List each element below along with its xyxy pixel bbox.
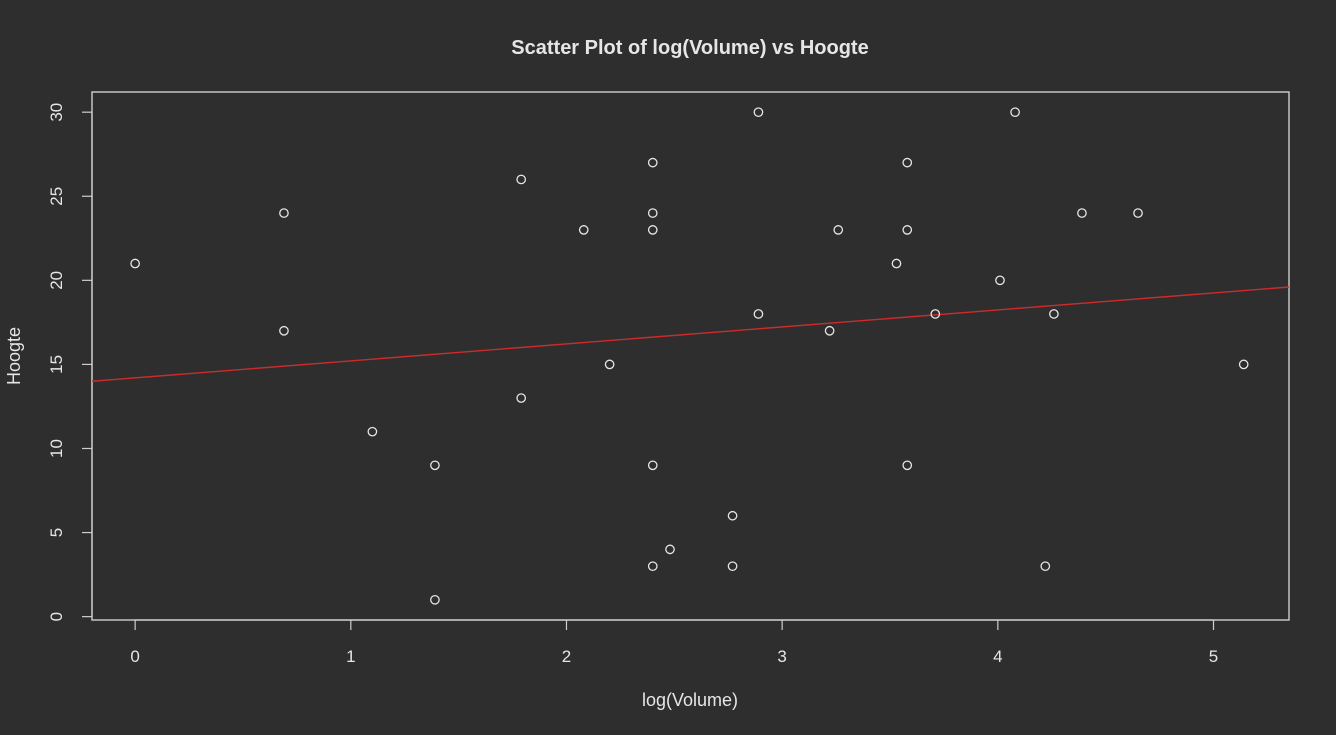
y-tick-label: 15 [47,355,66,374]
x-tick-label: 3 [777,647,786,666]
data-point [1010,107,1020,118]
data-point [647,225,658,235]
data-point [430,460,440,471]
data-point [647,208,658,218]
data-point [824,325,835,336]
data-point [891,258,902,269]
data-point [665,544,675,555]
x-tick-label: 5 [1209,647,1218,666]
data-point [647,460,658,471]
y-tick-label: 5 [47,528,66,537]
data-point [516,393,527,403]
x-axis: 0 1 2 3 4 5 [130,619,1218,666]
data-point [995,275,1005,286]
data-point [1040,561,1051,572]
data-point [367,426,378,437]
data-point [727,510,738,521]
data-point [647,561,658,572]
data-point [604,359,615,370]
data-point [430,594,440,605]
y-tick-label: 10 [47,439,66,458]
data-point [902,157,913,168]
data-points [130,107,1249,605]
y-tick-label: 0 [47,612,66,621]
regression-line [91,286,1290,382]
x-tick-label: 1 [346,647,355,666]
data-point [753,107,764,118]
x-tick-label: 0 [130,647,139,666]
y-tick-label: 30 [47,103,66,122]
data-point [727,561,738,572]
data-point [279,208,289,218]
y-axis-label: Hoogte [4,327,24,385]
data-point [1049,309,1059,319]
data-point [833,225,844,235]
x-axis-label: log(Volume) [642,690,738,710]
x-tick-label: 2 [562,647,571,666]
data-point [279,325,289,336]
data-point [753,309,764,319]
data-point [1133,208,1143,218]
data-point [902,225,913,235]
x-tick-label: 4 [993,647,1002,666]
data-point [578,225,589,235]
data-point [1238,359,1249,370]
data-point [516,174,527,185]
y-tick-label: 25 [47,187,66,206]
y-tick-label: 20 [47,271,66,290]
chart-title: Scatter Plot of log(Volume) vs Hoogte [511,37,868,59]
data-point [130,258,140,269]
data-point [930,309,941,319]
data-point [647,157,658,168]
data-point [1077,208,1087,218]
y-axis: 0 5 10 15 20 25 30 [47,103,93,621]
data-point [902,460,913,471]
